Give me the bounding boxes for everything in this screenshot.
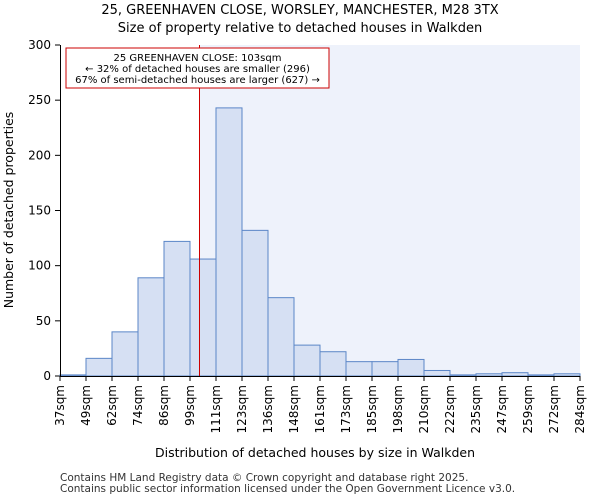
bar [423,369,451,377]
x-tick-label: 259sqm [521,385,535,433]
x-tick-label: 37sqm [53,385,67,426]
x-tick-label: 222sqm [443,385,457,433]
x-tick-label: 136sqm [261,385,275,433]
bar [137,277,165,377]
bar [267,297,295,377]
x-tick-label: 148sqm [287,385,301,433]
x-tick-label: 272sqm [547,385,561,433]
bar [189,258,217,377]
x-tick-label: 86sqm [157,385,171,426]
bar [527,374,555,377]
bar [319,351,347,377]
bar [215,107,243,377]
bar [397,358,425,377]
x-tick-label: 62sqm [105,385,119,426]
x-tick-label: 173sqm [339,385,353,433]
bar [449,374,477,377]
x-tick-label: 99sqm [183,385,197,426]
bar [501,372,529,377]
bar [475,373,503,377]
footer-line-1: Contains HM Land Registry data © Crown c… [60,472,469,484]
bar [111,331,139,377]
x-tick-label: 49sqm [79,385,93,426]
y-tick-label: 200 [28,148,51,162]
x-tick-label: 235sqm [469,385,483,433]
bar [553,373,581,377]
annotation-larger: 67% of semi-detached houses are larger (… [75,75,320,86]
annotation-box [65,47,330,89]
y-tick-label: 250 [28,93,51,107]
x-tick-label: 198sqm [391,385,405,433]
chart-subtitle: Size of property relative to detached ho… [118,21,482,36]
x-tick-label: 185sqm [365,385,379,433]
x-tick-label: 210sqm [417,385,431,433]
x-tick-label: 123sqm [235,385,249,433]
y-tick-label: 50 [36,314,51,328]
y-axis-label: Number of detached properties [1,112,16,309]
chart-title: 25, GREENHAVEN CLOSE, WORSLEY, MANCHESTE… [101,3,498,18]
bar [293,344,321,377]
x-tick-label: 74sqm [131,385,145,426]
bar [241,229,269,377]
y-tick-label: 0 [43,369,51,383]
bar [345,361,373,377]
x-tick-label: 284sqm [573,385,587,433]
bars [59,107,581,377]
y-tick-label: 300 [28,38,51,52]
x-tick-label: 111sqm [209,385,223,433]
annotation-title: 25 GREENHAVEN CLOSE: 103sqm [114,53,282,64]
y-axis-ticks: 0 50 100 150 200 250 300 [28,38,60,383]
y-tick-label: 100 [28,259,51,273]
bar [59,374,87,377]
x-tick-label: 247sqm [495,385,509,433]
x-tick-label: 161sqm [313,385,327,433]
bar [371,361,399,377]
footer-line-2: Contains public sector information licen… [60,483,516,495]
bar [85,357,113,377]
annotation-smaller: ← 32% of detached houses are smaller (29… [85,64,310,75]
x-axis-label: Distribution of detached houses by size … [155,445,475,460]
y-tick-label: 150 [28,204,51,218]
x-axis-ticks: 37sqm 49sqm 62sqm 74sqm 86sqm 99sqm 111sqm 123s… [53,376,587,433]
bar [163,240,191,377]
